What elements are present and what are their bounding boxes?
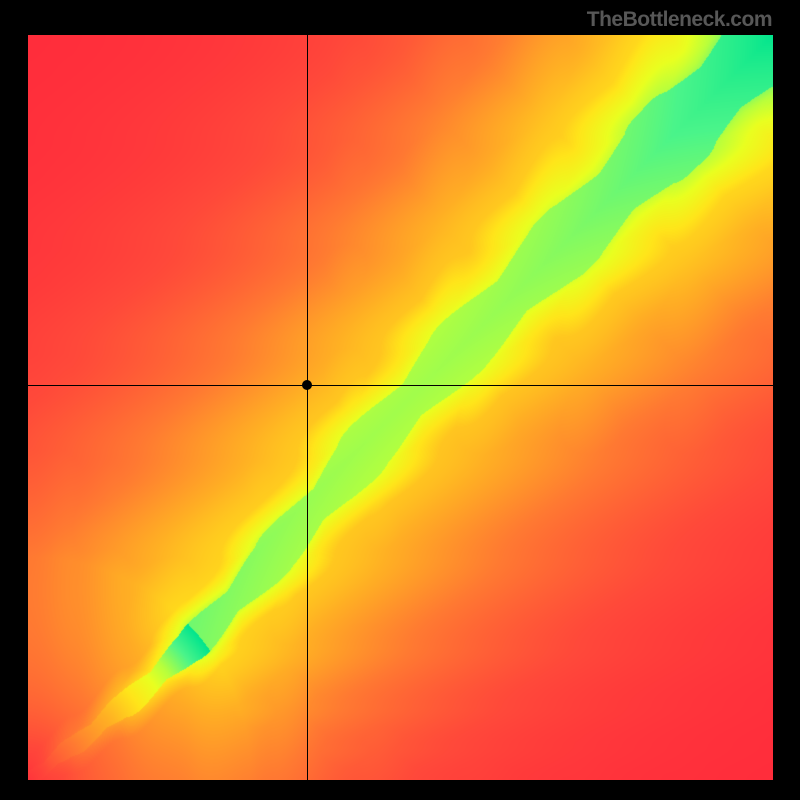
crosshair-vertical bbox=[307, 35, 308, 780]
crosshair-dot bbox=[302, 380, 312, 390]
watermark-text: TheBottleneck.com bbox=[587, 8, 772, 32]
heatmap-canvas bbox=[28, 35, 773, 780]
crosshair-horizontal bbox=[28, 385, 773, 386]
chart-container: TheBottleneck.com bbox=[0, 0, 800, 800]
plot-area bbox=[28, 35, 773, 780]
watermark-label: TheBottleneck.com bbox=[587, 8, 772, 31]
